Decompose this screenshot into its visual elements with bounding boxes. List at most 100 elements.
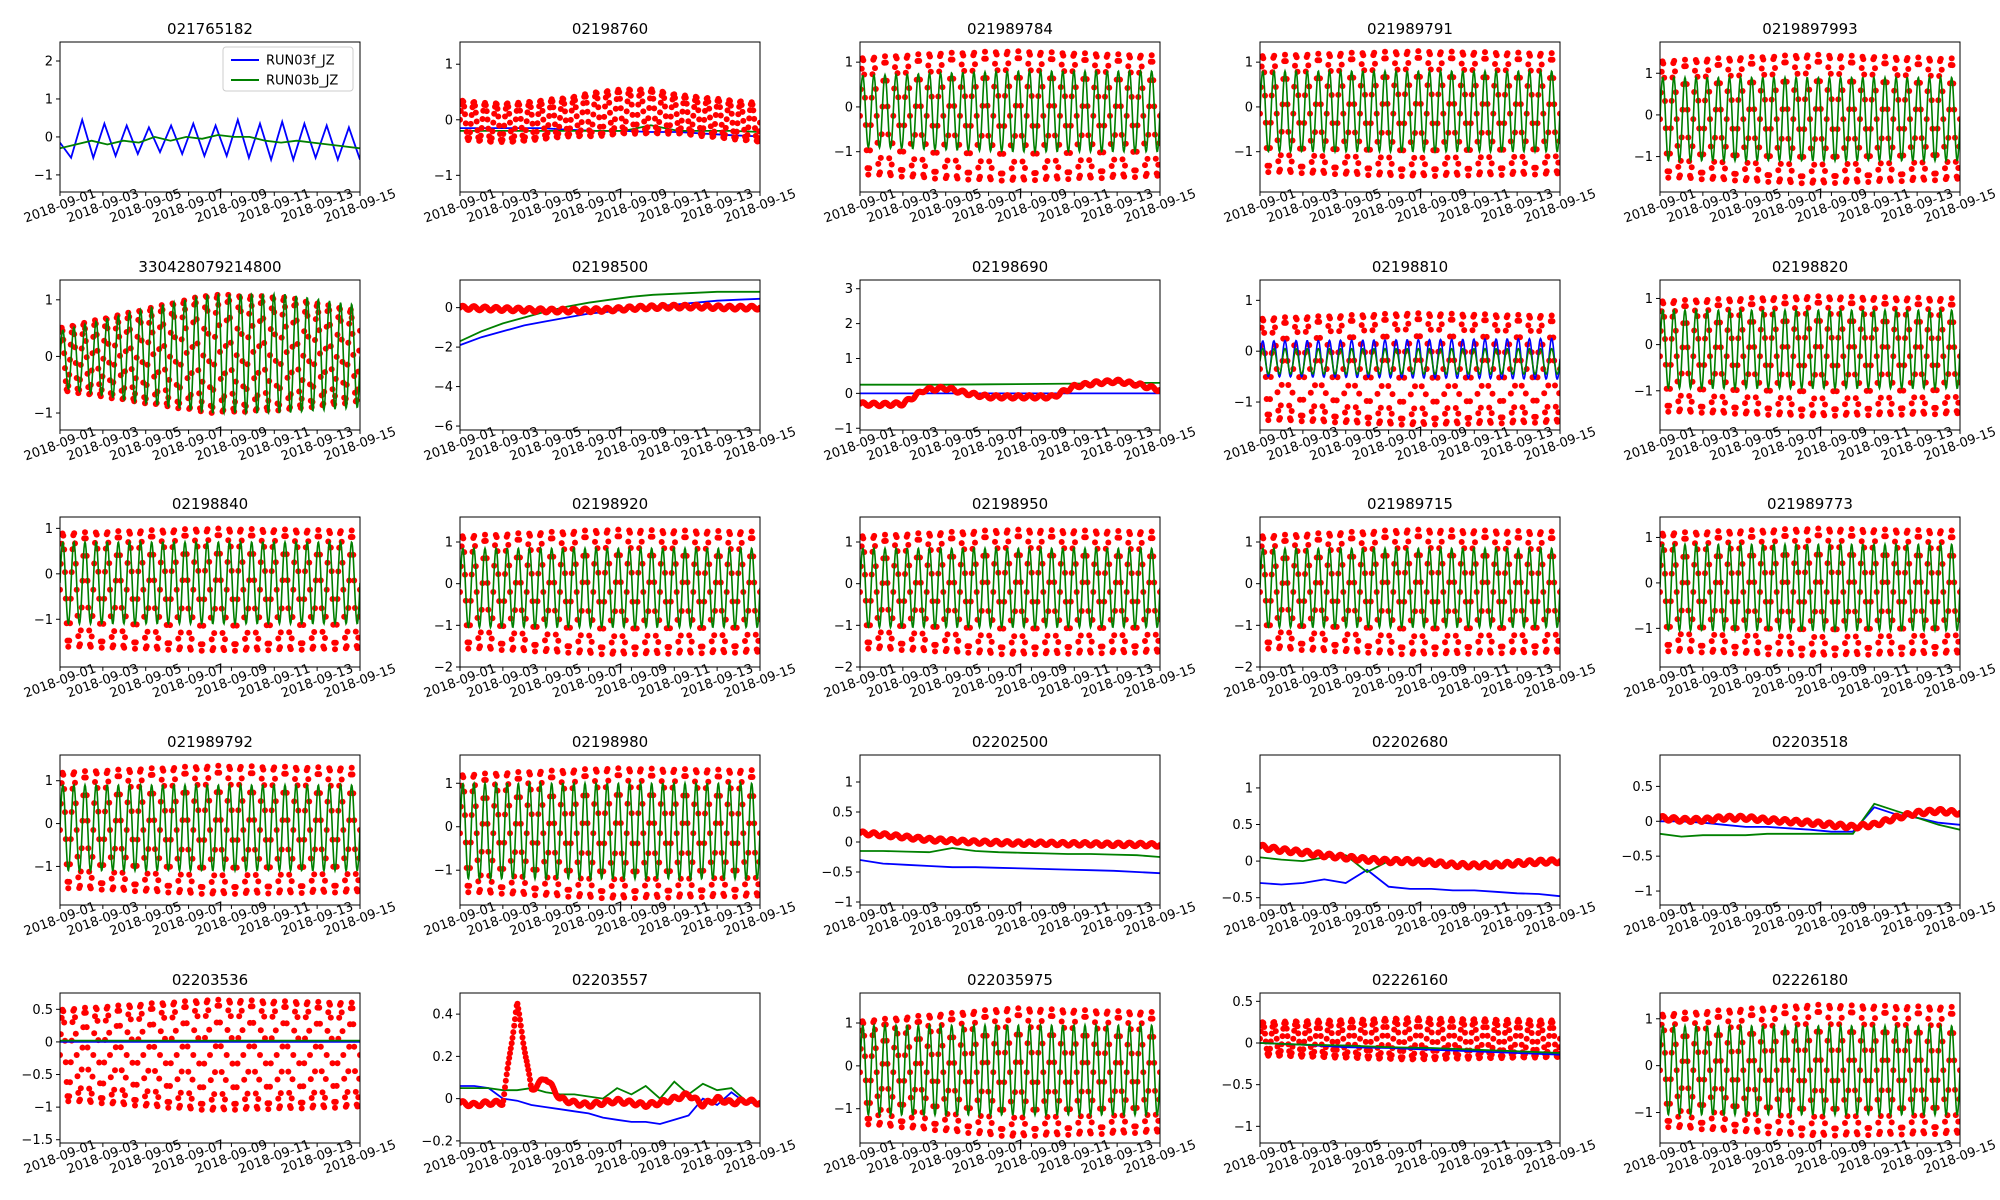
observed-point [605,92,612,98]
observed-point [1142,638,1148,644]
observed-point [184,375,191,382]
observed-point [1454,420,1461,427]
observed-point [254,646,261,653]
observed-point [142,634,148,641]
observed-point [866,165,873,172]
model-line [460,290,760,343]
observed-point [739,108,746,115]
observed-point [1021,176,1028,183]
observed-point [944,157,951,164]
observed-point [154,645,161,652]
observed-point [1732,404,1739,411]
observed-point [1361,327,1368,334]
observed-point [565,649,572,656]
observed-point [1532,413,1539,420]
observed-point [1782,59,1789,66]
observed-point [282,526,288,533]
observed-point [115,528,122,535]
observed-point [119,628,126,635]
observed-point [1716,61,1723,68]
observed-point [1099,168,1106,175]
observed-point [512,116,519,123]
observed-point [1422,411,1428,417]
observed-point [1536,328,1543,334]
observed-point [1148,528,1155,535]
observed-point [1438,321,1445,328]
observed-point [242,635,248,642]
observed-point [88,367,95,374]
observed-point [1508,409,1515,416]
observed-point [1810,177,1817,184]
observed-point [1304,314,1311,321]
observed-point [732,643,739,650]
subplot-02198920: 02198920−2−1012018-09-012018-09-032018-0… [422,495,798,701]
observed-point [1289,389,1296,396]
observed-point [644,632,651,639]
observed-point [938,62,945,68]
observed-point [639,98,646,105]
observed-point [1350,334,1357,341]
observed-point [1311,403,1318,410]
observed-point [166,640,173,647]
observed-point [685,118,692,125]
observed-point [1392,60,1398,67]
observed-point [1260,63,1265,70]
y-tick-label: 0 [445,113,453,128]
observed-point [1898,178,1905,185]
observed-point [201,325,208,332]
observed-point [1275,635,1282,642]
observed-point [529,120,536,127]
observed-point [1665,408,1672,415]
observed-point [1315,313,1322,320]
observed-point [1410,648,1417,655]
model-line [1660,307,1960,392]
observed-point [877,169,883,176]
observed-point [1786,161,1793,168]
observed-point [198,398,205,405]
observed-point [1954,410,1960,417]
observed-point [1421,172,1428,179]
observed-point [1387,420,1394,427]
observed-point [1348,312,1355,318]
observed-point [1755,166,1762,173]
observed-point [1032,170,1039,176]
observed-point [1727,298,1733,305]
observed-point [1445,383,1452,390]
observed-point [865,645,872,652]
observed-point [637,527,644,534]
observed-point [738,102,745,108]
observed-point [1052,632,1059,639]
observed-point [1722,165,1728,172]
observed-point [312,316,319,323]
observed-point [589,121,596,128]
observed-point [317,350,323,357]
observed-point [1752,160,1759,167]
observed-point [1449,316,1456,323]
observed-point [1704,297,1711,303]
y-tick-label: −4 [434,380,453,395]
observed-point [494,105,501,112]
plot-area [1260,48,1560,180]
observed-point [227,339,234,346]
observed-point [1282,314,1288,321]
observed-point [1798,180,1805,187]
observed-point [1054,175,1061,182]
observed-point [1682,297,1688,303]
observed-point [1308,408,1315,415]
observed-point [1893,57,1900,63]
observed-point [1811,161,1818,168]
observed-point [1844,161,1851,167]
observed-point [1532,171,1538,178]
y-tick-label: −1 [834,145,853,160]
observed-point [527,99,533,106]
observed-point [267,326,274,333]
observed-point [1482,49,1488,56]
observed-point [1921,176,1928,183]
observed-point [1374,390,1381,397]
observed-point [1321,418,1328,425]
observed-point [244,361,251,368]
subplot-title: 02198820 [1772,258,1848,276]
observed-point [460,535,467,542]
observed-point [567,125,573,132]
observed-point [1792,305,1798,311]
